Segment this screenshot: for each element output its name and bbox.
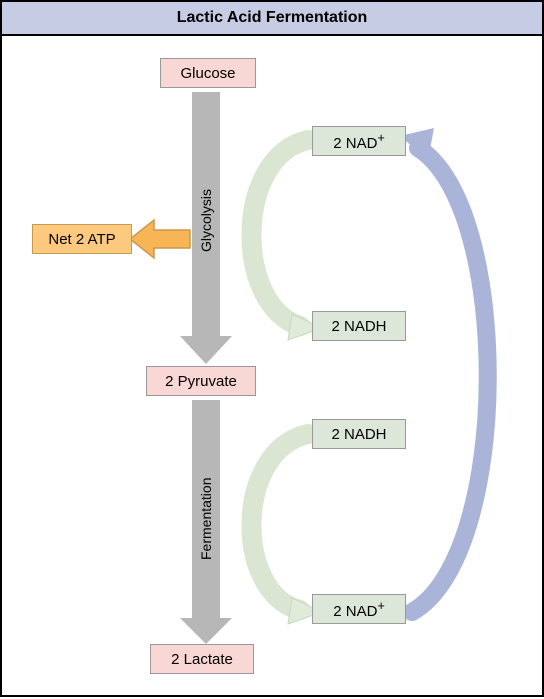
atp-arrow — [130, 220, 190, 258]
nad-bottom-label: 2 NAD+ — [333, 599, 385, 620]
fermentation-label: Fermentation — [198, 476, 214, 560]
lactate-node: 2 Lactate — [150, 644, 254, 674]
glucose-label: Glucose — [180, 65, 235, 82]
lactate-label: 2 Lactate — [171, 651, 233, 668]
glycolysis-label: Glycolysis — [198, 192, 214, 252]
nadh-top-label: 2 NADH — [331, 318, 386, 335]
nad-top-node: 2 NAD+ — [312, 126, 406, 156]
nad-to-nadh-arrow — [251, 140, 322, 340]
title-bar: Lactic Acid Fermentation — [2, 2, 542, 36]
nad-recycle-arrow — [400, 128, 488, 612]
diagram-canvas: Glucose 2 Pyruvate 2 Lactate Net 2 ATP 2… — [2, 36, 542, 695]
nad-bottom-node: 2 NAD+ — [312, 594, 406, 624]
diagram-frame: Lactic Acid Fermentation — [0, 0, 544, 697]
pyruvate-node: 2 Pyruvate — [146, 366, 256, 396]
arrows-layer — [2, 36, 544, 699]
nadh-top-node: 2 NADH — [312, 311, 406, 341]
diagram-title: Lactic Acid Fermentation — [177, 9, 368, 27]
pyruvate-label: 2 Pyruvate — [165, 373, 237, 390]
atp-label: Net 2 ATP — [48, 231, 115, 248]
nadh-bottom-label: 2 NADH — [331, 426, 386, 443]
atp-node: Net 2 ATP — [32, 224, 132, 254]
nad-top-label: 2 NAD+ — [333, 131, 385, 152]
glucose-node: Glucose — [160, 58, 256, 88]
nadh-bottom-node: 2 NADH — [312, 419, 406, 449]
